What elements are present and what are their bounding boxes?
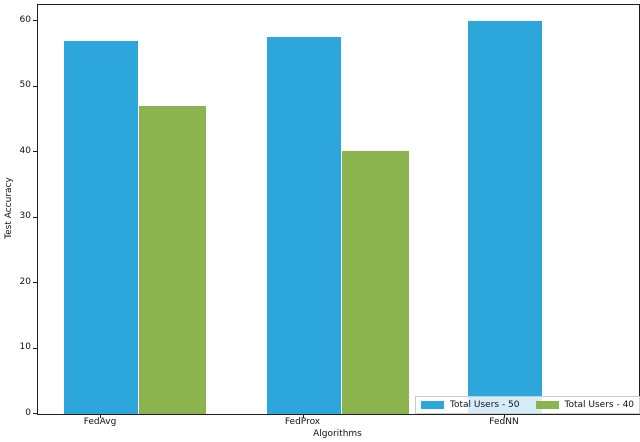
legend: Total Users - 50 Total Users - 40: [415, 396, 640, 414]
plot-area: Total Users - 50 Total Users - 40: [37, 4, 640, 415]
x-tick-mark: [504, 414, 505, 418]
legend-label: Total Users - 50: [450, 400, 520, 410]
legend-entry: Total Users - 40: [535, 400, 635, 410]
bar-total-users-50-fedprox: [266, 37, 341, 414]
legend-label: Total Users - 40: [564, 400, 635, 410]
bar-total-users-40-fedprox: [341, 150, 409, 414]
y-tick-mark: [33, 85, 37, 87]
x-tick-label-fedavg: FedAvg: [83, 417, 117, 427]
x-tick-label-fedprox: FedProx: [284, 417, 321, 427]
legend-swatch-total-users-40: [535, 401, 559, 409]
y-tick-label-50: 50: [19, 80, 31, 91]
legend-swatch-total-users-50: [421, 401, 444, 409]
y-tick-label-40: 40: [19, 145, 31, 156]
y-tick-mark: [33, 20, 37, 22]
bar-total-users-50-fednn: [468, 21, 542, 414]
y-tick-mark: [33, 282, 37, 284]
y-tick-mark: [33, 151, 37, 153]
y-axis-title: Test Accuracy: [4, 177, 14, 239]
y-tick-label-30: 30: [19, 211, 31, 222]
bar-total-users-40-fedavg: [139, 106, 206, 414]
x-axis-title: Algorithms: [313, 429, 362, 439]
bar-total-users-50-fedavg: [64, 41, 138, 414]
legend-entry: Total Users - 50: [421, 400, 520, 410]
y-tick-label-20: 20: [19, 276, 31, 287]
y-tick-mark: [33, 413, 37, 414]
x-tick-mark: [302, 414, 304, 418]
y-tick-mark: [33, 216, 37, 218]
y-tick-label-0: 0: [25, 407, 31, 418]
y-tick-mark: [33, 347, 37, 349]
x-tick-mark: [100, 414, 101, 418]
x-tick-label-fednn: FedNN: [489, 417, 519, 427]
y-tick-label-60: 60: [19, 14, 31, 25]
y-tick-label-10: 10: [19, 342, 31, 353]
